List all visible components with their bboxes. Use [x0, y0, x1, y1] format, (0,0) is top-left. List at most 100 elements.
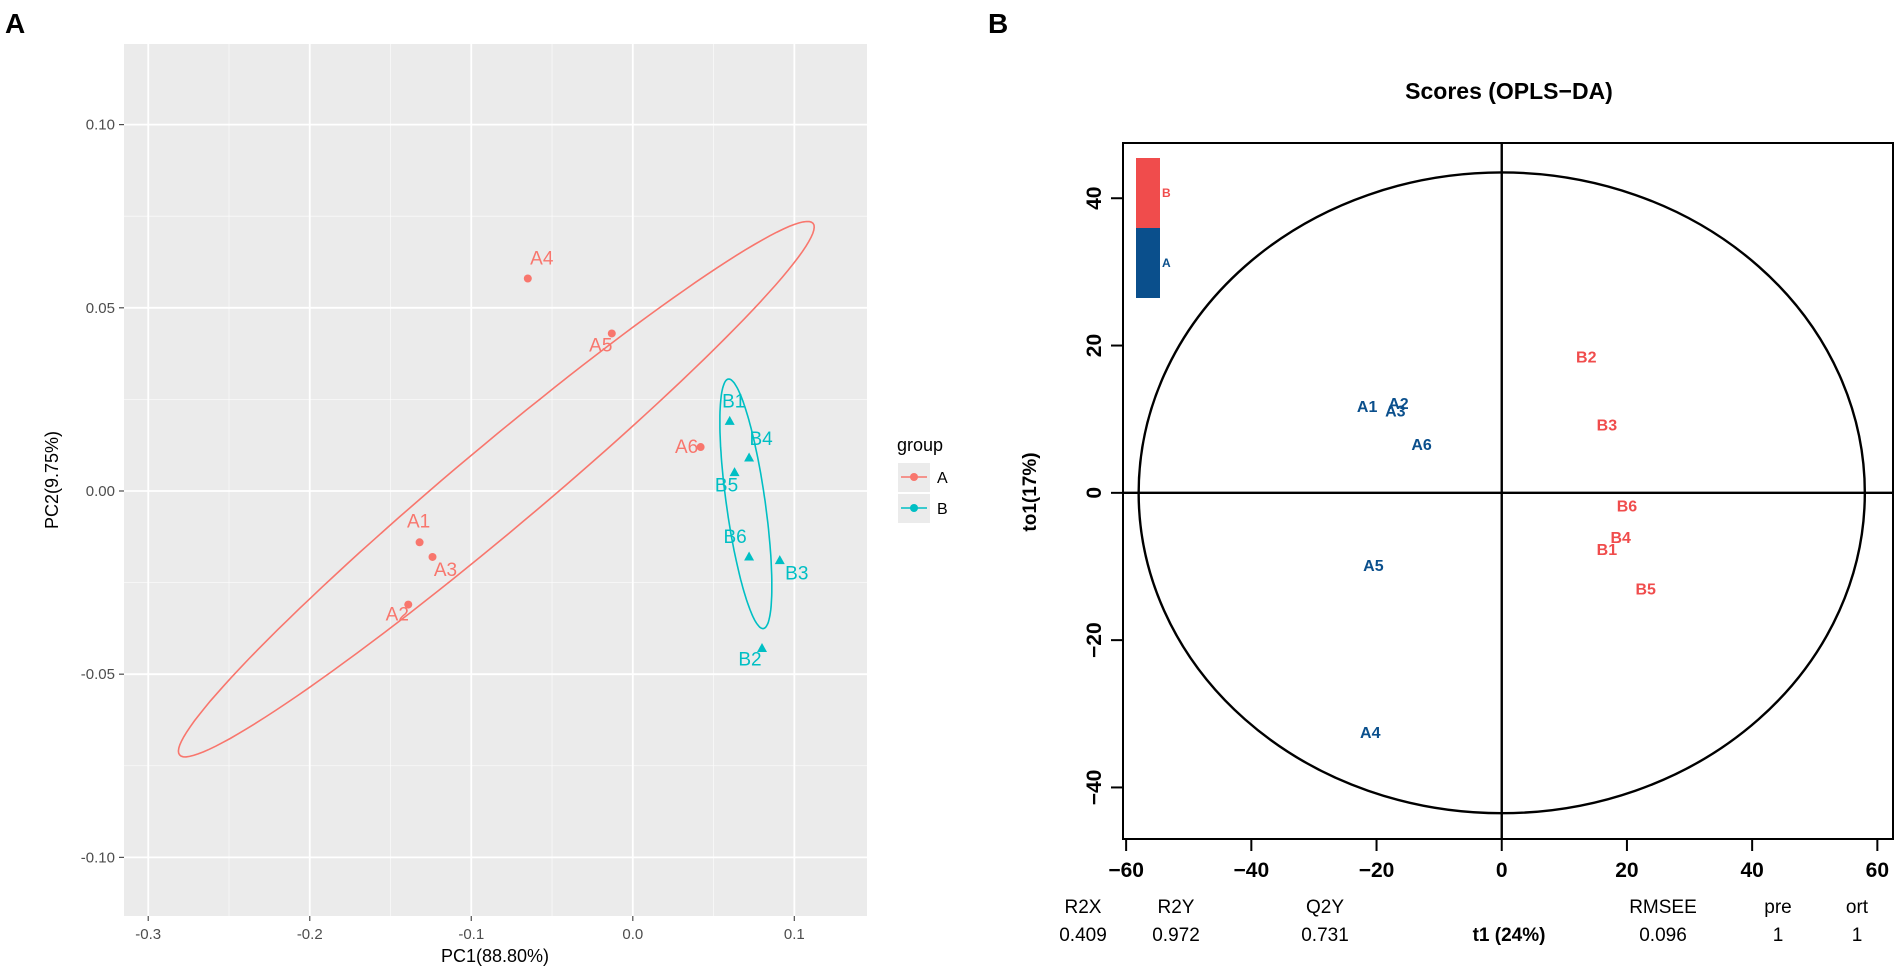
pca-x-tick-label: 0.0: [622, 926, 643, 943]
opls-point-b1: B1: [1597, 542, 1618, 559]
opls-confidence-ellipse: [1137, 171, 1867, 815]
opls-x-tick-label: 40: [1740, 859, 1763, 882]
pca-y-ticks: -0.10 -0.05 0.00 0.05 0.10: [81, 117, 124, 866]
opls-stat-value-ort: 1: [1852, 925, 1863, 946]
opls-point-a6: A6: [1411, 437, 1432, 454]
pca-y-tick-label: -0.05: [81, 666, 115, 683]
pca-legend: group A B: [897, 435, 948, 523]
pca-legend-key-b-dot: [910, 504, 918, 512]
opls-x-tick-label: 0: [1496, 859, 1508, 882]
opls-x-tick-label: 60: [1866, 859, 1889, 882]
opls-stat-label-q2y: Q2Y: [1306, 897, 1344, 918]
pca-point-label-b3: B3: [785, 564, 808, 585]
opls-stat-label-pre: pre: [1764, 897, 1791, 918]
opls-y-axis-label: to1(17%): [1020, 452, 1041, 531]
opls-x-tick-label: −60: [1108, 859, 1144, 882]
pca-point-a6: [696, 443, 705, 452]
pca-major-gridlines: [124, 44, 867, 916]
opls-stat-value-r2y: 0.972: [1152, 925, 1200, 946]
pca-point-label-a2: A2: [386, 605, 409, 626]
pca-point-label-a4: A4: [530, 248, 554, 269]
pca-legend-entry-a: A: [937, 470, 948, 487]
pca-legend-key-a-dot: [910, 473, 918, 481]
pca-point-label-b6: B6: [723, 527, 746, 548]
opls-y-tick-label: −40: [1083, 770, 1106, 806]
opls-point-a4: A4: [1360, 725, 1381, 742]
pca-y-tick-label: -0.10: [81, 849, 115, 866]
opls-legend: BA: [1136, 158, 1171, 298]
pca-point-label-b5: B5: [715, 476, 738, 497]
pca-point-label-b2: B2: [738, 650, 761, 671]
pca-point-b4: [744, 452, 755, 462]
opls-x-ticks: −60 −40 −20 0 20 40 60: [1108, 838, 1889, 882]
pca-ellipse-group-a: [177, 220, 816, 758]
pca-x-tick-label: -0.1: [458, 926, 484, 943]
opls-x-tick-label: 20: [1615, 859, 1638, 882]
pca-point-a4: [523, 274, 532, 283]
pca-x-tick-label: -0.3: [135, 926, 161, 943]
opls-point-b5: B5: [1635, 582, 1656, 599]
opls-legend-swatch-a: [1136, 228, 1160, 298]
opls-stat-label-rmsee: RMSEE: [1629, 897, 1697, 918]
opls-chart: Scores (OPLS−DA) BA A1 A2A3A4A5A6B1B2B3B4…: [1020, 78, 1894, 946]
pca-legend-title: group: [897, 435, 943, 455]
opls-point-a2: A2: [1388, 396, 1409, 413]
pca-y-tick-label: 0.10: [86, 117, 115, 134]
opls-legend-label-a: A: [1162, 256, 1171, 270]
opls-plot-frame: [1122, 142, 1894, 840]
opls-stat-value-rmsee: 0.096: [1639, 925, 1687, 946]
pca-point-label-a6: A6: [675, 437, 698, 458]
pca-plot-background: [124, 44, 867, 916]
pca-y-axis-label: PC2(9.75%): [42, 431, 62, 529]
opls-y-tick-label: −20: [1083, 622, 1106, 658]
opls-y-tick-label: 20: [1083, 334, 1106, 357]
pca-point-b6: [744, 551, 755, 561]
pca-point-b2: [757, 643, 768, 653]
opls-legend-swatch-b: [1136, 158, 1160, 228]
opls-point-b3: B3: [1597, 417, 1618, 434]
opls-stat-label-r2y: R2Y: [1158, 897, 1195, 918]
opls-stat-value-pre: 1: [1773, 925, 1784, 946]
pca-point-b3: [774, 555, 785, 565]
pca-x-tick-label: 0.1: [784, 926, 805, 943]
pca-y-tick-label: 0.00: [86, 483, 115, 500]
opls-point-b2: B2: [1576, 350, 1597, 367]
pca-x-axis-label: PC1(88.80%): [441, 946, 549, 966]
pca-chart: A1 A2 A3 A4 A5 A6 B1 B2 B3 B4 B5 B6 -0.3 -0.2 -0.1 0.0…: [42, 44, 948, 966]
opls-x-axis-label: t1 (24%): [1473, 925, 1546, 946]
opls-x-tick-label: −40: [1234, 859, 1270, 882]
pca-point-label-b1: B1: [722, 391, 745, 412]
pca-point-label-a3: A3: [434, 560, 457, 581]
opls-zero-lines: [1123, 143, 1893, 839]
opls-point-a1: A1: [1357, 399, 1378, 416]
opls-legend-label-b: B: [1162, 186, 1171, 200]
pca-point-b5: [729, 467, 740, 477]
pca-minor-gridlines: [124, 44, 867, 916]
opls-stat-label-r2x: R2X: [1065, 897, 1102, 918]
pca-x-ticks: -0.3 -0.2 -0.1 0.0 0.1: [135, 916, 805, 943]
opls-point-a5: A5: [1363, 558, 1384, 575]
pca-y-tick-label: 0.05: [86, 300, 115, 317]
pca-legend-entry-b: B: [937, 501, 948, 518]
opls-y-ticks: −40 −20 0 20 40: [1083, 187, 1123, 806]
pca-point-b1: [724, 415, 735, 425]
opls-stat-value-r2x: 0.409: [1059, 925, 1107, 946]
opls-stat-value-q2y: 0.731: [1301, 925, 1349, 946]
opls-x-tick-label: −20: [1359, 859, 1395, 882]
pca-point-label-a1: A1: [407, 511, 430, 532]
pca-ellipses: [177, 220, 816, 758]
pca-point-a5: [607, 329, 616, 338]
pca-point-label-b4: B4: [749, 429, 773, 450]
pca-x-tick-label: -0.2: [297, 926, 323, 943]
pca-ellipse-group-b: [719, 378, 773, 630]
opls-point-a3: A3: [1385, 403, 1406, 420]
pca-point-label-a5: A5: [589, 335, 612, 356]
opls-title: Scores (OPLS−DA): [1405, 78, 1613, 104]
opls-point-b4: B4: [1610, 530, 1631, 547]
pca-points: [404, 274, 785, 653]
opls-y-tick-label: 0: [1083, 487, 1106, 499]
pca-point-labels: A1 A2 A3 A4 A5 A6 B1 B2 B3 B4 B5 B6: [386, 248, 809, 670]
pca-point-a3: [428, 552, 437, 561]
